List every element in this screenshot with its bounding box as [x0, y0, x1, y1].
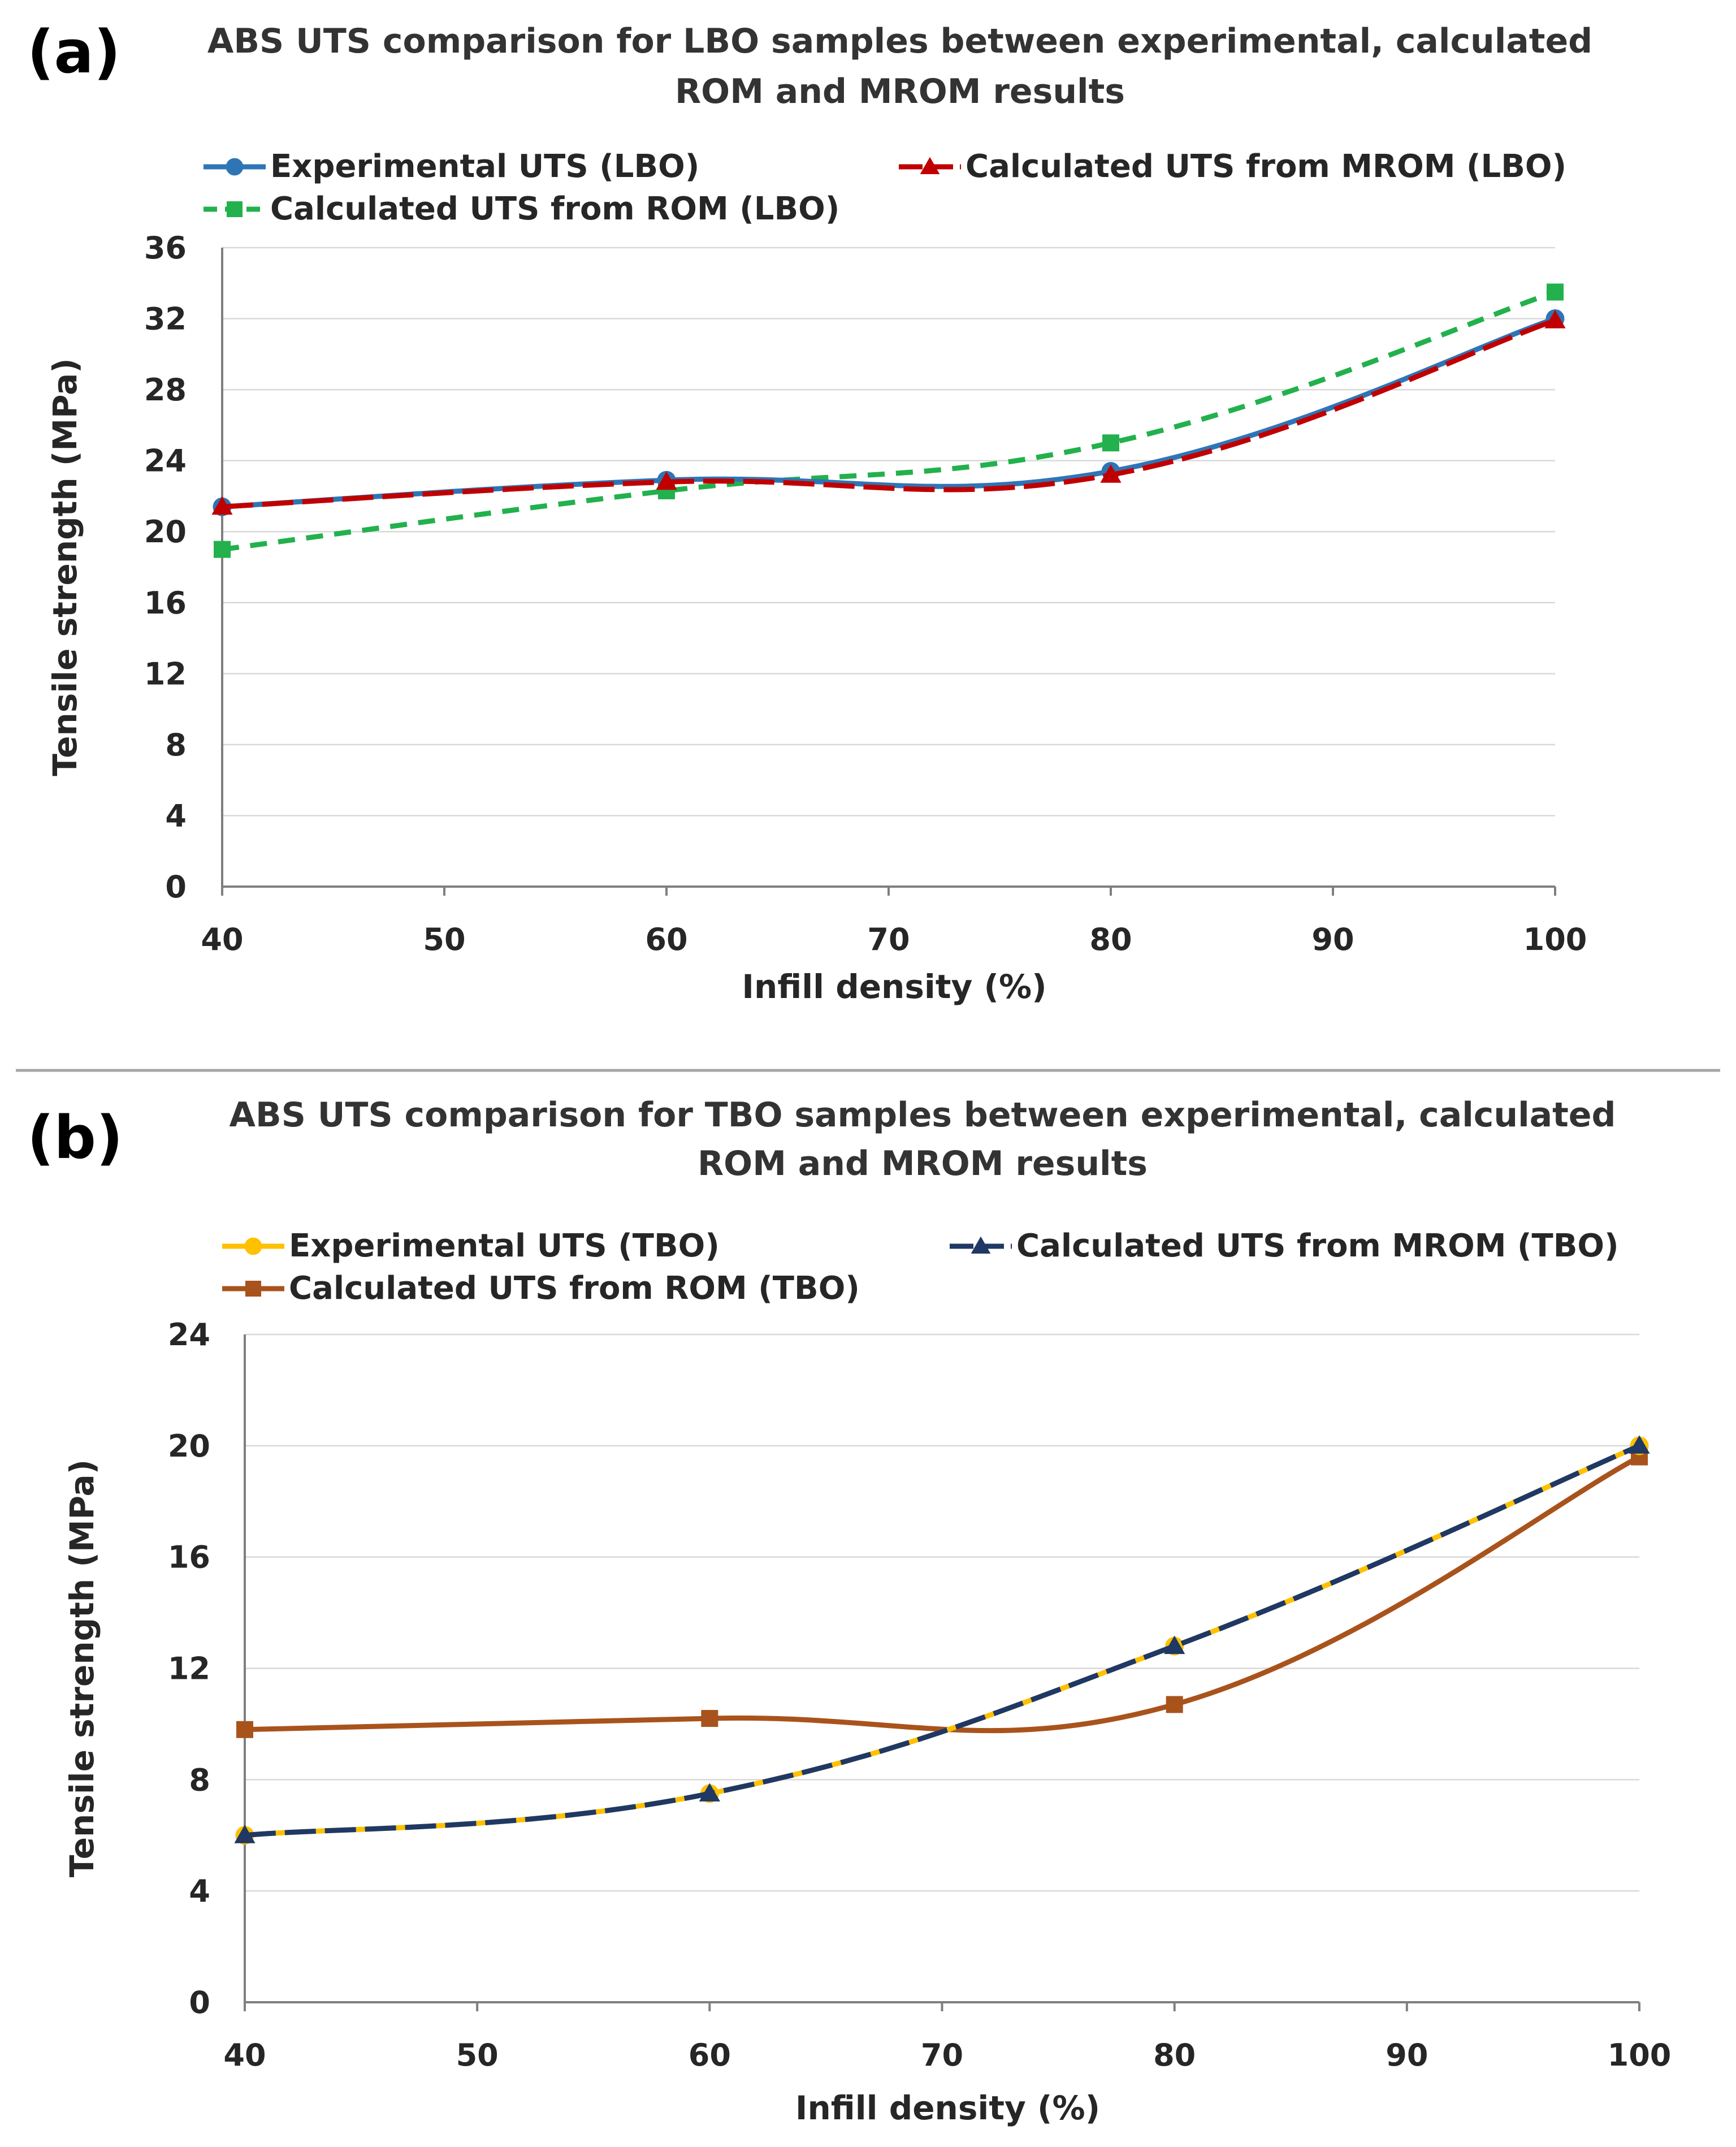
legend-marker: [244, 1237, 262, 1255]
series-experimental-uts-tbo: [235, 1436, 1649, 1845]
legend-label: Calculated UTS from MROM (LBO): [966, 148, 1566, 185]
y-tick-label: 20: [168, 1428, 210, 1464]
legend-item: Calculated UTS from MROM (LBO): [899, 148, 1566, 185]
series-line: [244, 1443, 1640, 1838]
x-tick-label: 80: [1089, 922, 1132, 957]
y-tick-label: 4: [189, 1873, 210, 1909]
legend-marker: [971, 1236, 991, 1254]
data-point: [701, 1710, 718, 1727]
series-calculated-uts-from-rom-lbo: [214, 283, 1564, 558]
x-tick-label: 40: [223, 2037, 266, 2073]
data-point: [1164, 1635, 1185, 1654]
y-tick-label: 12: [168, 1651, 210, 1687]
y-tick-label: 8: [189, 1762, 210, 1798]
series-calculated-uts-from-mrom-lbo: [211, 310, 1566, 515]
data-point: [656, 471, 677, 490]
data-point: [1544, 310, 1566, 329]
series-experimental-uts-lbo: [213, 309, 1565, 516]
x-tick-label: 50: [423, 922, 465, 957]
x-tick-label: 90: [1386, 2037, 1428, 2073]
x-axis-title: Infill density (%): [795, 2089, 1100, 2127]
series-calculated-uts-from-mrom-tbo: [234, 1435, 1650, 1843]
series-line: [244, 1443, 1640, 1838]
y-axis-title: Tensile strength (MPa): [63, 1459, 101, 1877]
legend-marker: [920, 157, 940, 175]
data-point: [211, 496, 233, 515]
y-tick-label: 0: [165, 869, 187, 905]
data-point: [1547, 283, 1564, 301]
legend-label: Experimental UTS (LBO): [270, 148, 699, 185]
legend-item: Calculated UTS from ROM (TBO): [222, 1270, 860, 1307]
legend-marker: [245, 1281, 261, 1297]
legend-item: Experimental UTS (LBO): [204, 148, 699, 185]
data-point: [236, 1721, 253, 1738]
chart-title-line: ABS UTS comparison for TBO samples betwe…: [230, 1095, 1616, 1135]
data-point: [1166, 1696, 1183, 1713]
x-tick-label: 70: [921, 2037, 963, 2073]
y-tick-label: 4: [165, 798, 187, 833]
y-tick-label: 16: [168, 1540, 210, 1575]
x-tick-label: 100: [1523, 922, 1587, 957]
chart-title-line: ROM and MROM results: [698, 1144, 1148, 1183]
series-line: [244, 1454, 1641, 1734]
legend-item: Calculated UTS from ROM (LBO): [204, 191, 839, 227]
x-tick-label: 80: [1153, 2037, 1196, 2073]
series-line: [222, 318, 1556, 509]
data-point: [1629, 1435, 1650, 1454]
series-line: [222, 290, 1556, 552]
chart-title-line: ROM and MROM results: [675, 72, 1125, 111]
series-calculated-uts-from-rom-tbo: [236, 1448, 1648, 1738]
legend-label: Calculated UTS from MROM (TBO): [1016, 1228, 1619, 1264]
y-tick-label: 16: [144, 585, 187, 621]
series-line: [222, 316, 1556, 509]
y-tick-label: 8: [165, 727, 187, 763]
chart-panel-0: (a) ABS UTS comparison for LBO samples be…: [27, 18, 1592, 1006]
data-point: [1100, 464, 1122, 483]
y-tick-label: 32: [144, 301, 187, 337]
y-axis-title: Tensile strength (MPa): [46, 358, 84, 776]
x-tick-label: 70: [867, 922, 910, 957]
data-point: [214, 541, 231, 558]
x-tick-label: 100: [1608, 2037, 1672, 2073]
x-axis-title: Infill density (%): [742, 967, 1046, 1006]
panel-label: (a): [27, 18, 120, 87]
data-point: [699, 1783, 720, 1802]
x-tick-label: 60: [689, 2037, 731, 2073]
y-tick-label: 36: [144, 230, 187, 266]
legend-marker: [226, 158, 244, 176]
chart-title-line: ABS UTS comparison for LBO samples betwe…: [207, 21, 1592, 61]
x-tick-label: 40: [201, 922, 243, 957]
y-tick-label: 24: [168, 1317, 210, 1353]
y-tick-label: 20: [144, 514, 187, 550]
legend-item: Experimental UTS (TBO): [222, 1228, 720, 1264]
legend-label: Calculated UTS from ROM (LBO): [270, 191, 839, 227]
panel-label: (b): [27, 1103, 123, 1172]
x-tick-label: 50: [456, 2037, 499, 2073]
y-tick-label: 24: [144, 443, 187, 479]
legend-label: Experimental UTS (TBO): [289, 1228, 720, 1264]
y-tick-label: 0: [189, 1985, 210, 2020]
legend-label: Calculated UTS from ROM (TBO): [289, 1270, 860, 1307]
x-tick-label: 90: [1311, 922, 1354, 957]
y-tick-label: 12: [144, 656, 187, 692]
chart-panel-1: (b) ABS UTS comparison for TBO samples be…: [27, 1095, 1671, 2127]
data-point: [1102, 434, 1119, 452]
legend-marker: [227, 201, 243, 217]
x-tick-label: 60: [645, 922, 687, 957]
data-point: [234, 1825, 256, 1843]
legend-item: Calculated UTS from MROM (TBO): [950, 1228, 1619, 1264]
y-tick-label: 28: [144, 372, 187, 408]
